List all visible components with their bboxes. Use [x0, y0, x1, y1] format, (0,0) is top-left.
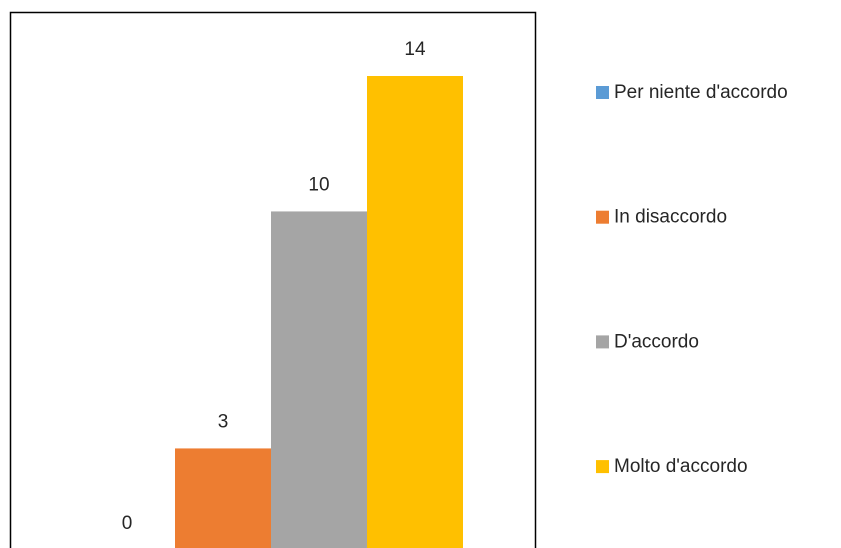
- legend-label: Molto d'accordo: [614, 456, 748, 477]
- bar: [271, 211, 367, 548]
- legend-label: Per niente d'accordo: [614, 82, 788, 103]
- bar: [175, 448, 271, 548]
- legend-swatch: [596, 86, 609, 99]
- plot-frame: [9, 11, 537, 548]
- legend-swatch: [596, 335, 609, 349]
- data-label: 14: [404, 39, 426, 60]
- legend-label: D'accordo: [614, 331, 699, 352]
- data-label: 10: [308, 174, 329, 195]
- legend-swatch: [596, 460, 609, 474]
- legend-swatch: [596, 210, 609, 224]
- bar: [367, 76, 463, 548]
- data-label: 3: [218, 411, 229, 432]
- legend-label: In disaccordo: [614, 207, 727, 228]
- data-label: 0: [122, 513, 133, 534]
